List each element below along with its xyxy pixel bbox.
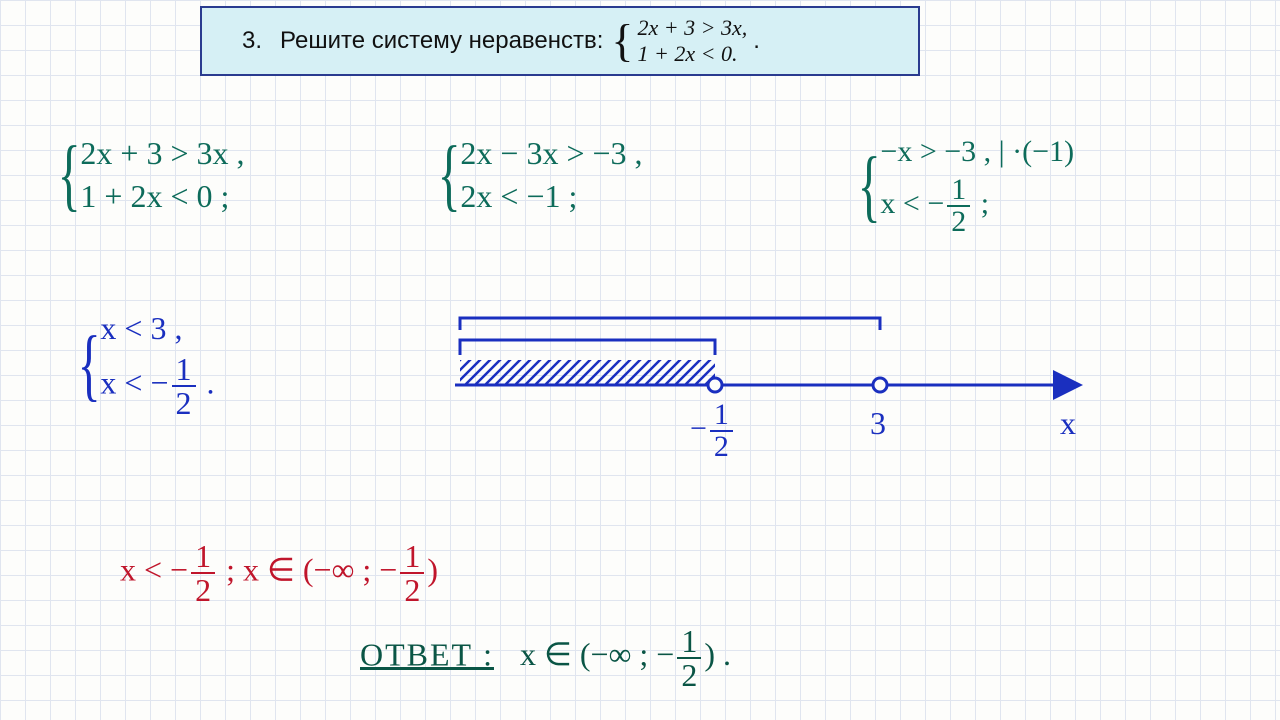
tick-three: 3 xyxy=(870,405,886,442)
step2-line2: 2x < −1 ; xyxy=(460,178,642,215)
step3: { −x > −3 , | ·(−1) x < −12 ; xyxy=(850,135,1074,237)
brace-icon: { xyxy=(78,335,101,395)
axis-label-x: x xyxy=(1060,405,1076,442)
number-line xyxy=(440,300,1100,470)
problem-system: { 2x + 3 > 3x, 1 + 2x < 0. xyxy=(611,15,747,67)
answer-label: ОТВЕТ : xyxy=(360,636,494,672)
problem-line-1: 2x + 3 > 3x, xyxy=(638,15,748,41)
problem-lines: 2x + 3 > 3x, 1 + 2x < 0. xyxy=(638,15,748,67)
problem-line-2: 1 + 2x < 0. xyxy=(638,41,748,67)
brace-icon: { xyxy=(438,145,461,205)
step4-line2: x < −12 . xyxy=(100,353,214,419)
step4-line1: x < 3 , xyxy=(100,310,214,347)
brace-icon: { xyxy=(858,156,881,216)
step1-line1: 2x + 3 > 3x , xyxy=(80,135,244,172)
brace-icon: { xyxy=(58,145,81,205)
step3-line1: −x > −3 , | ·(−1) xyxy=(880,135,1074,169)
step4: { x < 3 , x < −12 . xyxy=(70,310,215,419)
answer-expr: x ∈ (−∞ ; −12) . xyxy=(520,636,731,672)
step3-line2: x < −12 ; xyxy=(880,175,1074,237)
problem-number: 3. xyxy=(242,27,262,55)
step1-line2: 1 + 2x < 0 ; xyxy=(80,178,244,215)
problem-box: 3. Решите систему неравенств: { 2x + 3 >… xyxy=(200,6,920,76)
answer-line: ОТВЕТ : x ∈ (−∞ ; −12) . xyxy=(360,625,731,691)
tick-neg-half: −12 xyxy=(690,400,736,462)
problem-prompt: Решите систему неравенств: xyxy=(280,27,603,55)
step2-line1: 2x − 3x > −3 , xyxy=(460,135,642,172)
result-red: x < −12 ; x ∈ (−∞ ; −12) xyxy=(120,540,438,606)
step1: { 2x + 3 > 3x , 1 + 2x < 0 ; xyxy=(50,135,245,215)
step2: { 2x − 3x > −3 , 2x < −1 ; xyxy=(430,135,643,215)
problem-period: . xyxy=(753,27,760,55)
brace-icon: { xyxy=(611,18,633,64)
